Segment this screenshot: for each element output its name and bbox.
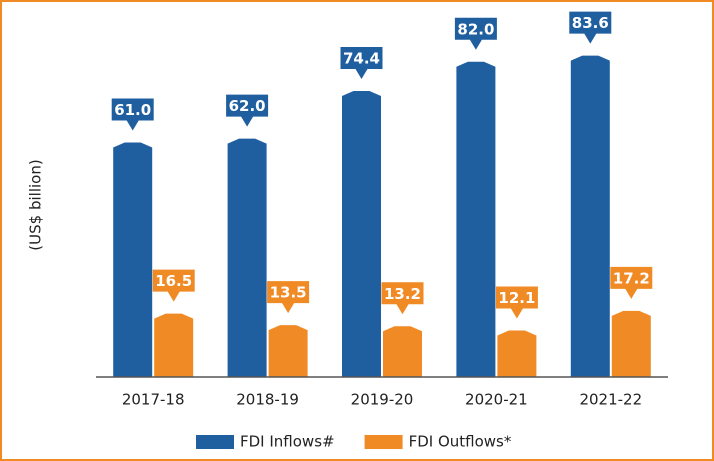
bar — [268, 325, 308, 377]
legend-swatch — [196, 435, 234, 449]
bar — [227, 138, 267, 377]
legend-label: FDI Inflows# — [240, 433, 335, 451]
value-label-box — [454, 17, 497, 50]
value-label-box — [381, 282, 424, 315]
value-label: 17.2 — [613, 269, 650, 287]
bar — [497, 330, 537, 377]
legend-swatch — [364, 435, 403, 449]
bar — [383, 326, 422, 377]
value-label-box — [569, 11, 612, 44]
value-label-box — [340, 46, 383, 79]
bar — [154, 313, 194, 377]
bar — [611, 310, 651, 377]
x-tick-label: 2020-21 — [465, 391, 528, 409]
x-tick-label: 2018-19 — [236, 391, 299, 409]
value-label: 83.6 — [572, 14, 609, 32]
value-label-box — [152, 269, 195, 302]
value-label: 74.4 — [343, 49, 380, 67]
value-label: 62.0 — [229, 97, 266, 115]
value-label: 13.2 — [384, 285, 421, 303]
value-label-box — [267, 281, 310, 314]
x-tick-label: 2021-22 — [579, 391, 642, 409]
bar — [342, 90, 381, 378]
value-label: 13.5 — [270, 284, 307, 302]
value-label-box — [111, 98, 154, 131]
value-label: 16.5 — [155, 272, 192, 290]
value-label: 12.1 — [498, 289, 535, 307]
value-label: 61.0 — [114, 101, 151, 119]
value-label-box — [610, 266, 653, 299]
legend-label: FDI Outflows* — [409, 433, 512, 451]
x-tick-label: 2019-20 — [351, 391, 414, 409]
value-label-box — [226, 94, 269, 127]
y-axis-label: (US$ billion) — [27, 159, 45, 250]
x-tick-label: 2017-18 — [122, 391, 185, 409]
value-label-box — [495, 286, 538, 319]
bar — [456, 61, 496, 377]
bar — [113, 142, 153, 377]
bar — [570, 55, 610, 378]
value-label: 82.0 — [457, 20, 494, 38]
